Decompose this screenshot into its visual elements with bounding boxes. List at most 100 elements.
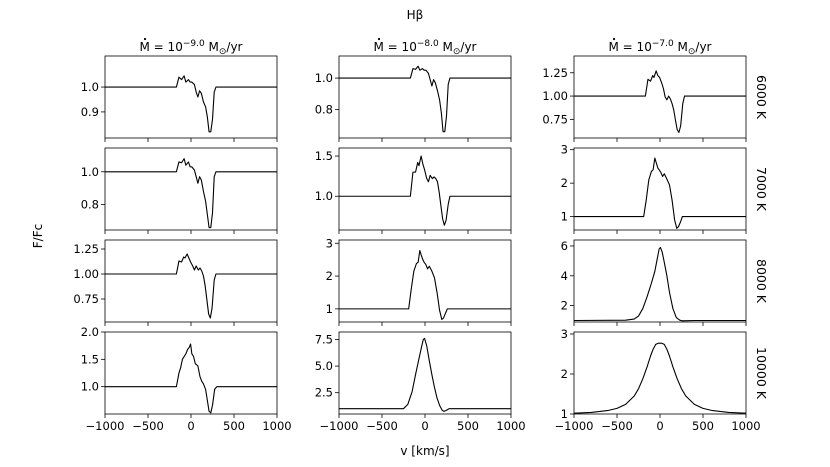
y-tick-label-r2c2: 1.5 — [315, 149, 333, 163]
panel-frame-r1c1 — [104, 55, 278, 139]
column-title-1-msun: M — [205, 40, 219, 54]
column-title-3-unit: /yr — [695, 40, 711, 54]
column-title-2-sun-symbol: ⊙ — [453, 47, 461, 57]
x-tick-label-r4c1: −500 — [132, 419, 164, 433]
y-tick-label-r3c2: 3 — [326, 236, 333, 250]
series-line-r1c1 — [105, 75, 277, 133]
x-tick-label-r4c1: 0 — [187, 419, 194, 433]
series-line-r3c1 — [105, 253, 277, 319]
y-tick-label-r2c3: 3 — [561, 143, 568, 157]
x-tick-label-r4c2: 1000 — [496, 419, 525, 433]
column-title-2-exponent: −8.0 — [417, 39, 439, 49]
x-tick-label-r4c3: 0 — [656, 419, 663, 433]
y-tick-label-r4c2: 7.5 — [315, 332, 333, 346]
column-title-1: M = 10−9.0 M⊙/yr — [140, 39, 243, 57]
series-line-r4c1 — [105, 343, 277, 414]
panel-frame-r2c1 — [104, 147, 278, 231]
y-tick-label-r1c3: 1.25 — [542, 66, 568, 80]
series-line-r1c2 — [339, 65, 511, 133]
column-title-1-unit: /yr — [226, 40, 242, 54]
column-title-1-prefix: M = 10 — [140, 40, 183, 54]
y-tick-label-r3c2: 1 — [326, 302, 333, 316]
y-tick-label-r2c2: 1.0 — [315, 189, 333, 203]
series-line-r4c3 — [573, 342, 747, 414]
y-tick-label-r2c3: 2 — [561, 176, 568, 190]
y-tick-label-r4c3: 2 — [561, 367, 568, 381]
series-line-r2c3 — [574, 157, 746, 229]
panel-frame-r2c3 — [573, 147, 747, 231]
mdot-dot-1 — [143, 37, 147, 41]
y-tick-label-r3c3: 4 — [561, 269, 568, 283]
x-tick-label-r4c1: −1000 — [86, 419, 125, 433]
x-tick-label-r4c2: 500 — [457, 419, 479, 433]
y-tick-label-r1c3: 0.75 — [542, 112, 568, 126]
x-tick-label-r4c3: −500 — [601, 419, 633, 433]
x-tick-label-r4c3: 1000 — [731, 419, 760, 433]
y-axis-label: F/Fc — [31, 224, 45, 248]
y-tick-label-r1c1: 0.9 — [81, 105, 99, 119]
series-line-r2c2 — [339, 155, 511, 226]
x-tick-label-r4c3: −1000 — [555, 419, 594, 433]
column-title-3: M = 10−7.0 M⊙/yr — [609, 39, 712, 57]
row-label-3: 8000 K — [754, 259, 769, 304]
series-line-r4c2 — [339, 337, 511, 412]
column-title-2-prefix: M = 10 — [374, 40, 417, 54]
y-tick-label-r4c1: 2.0 — [81, 325, 99, 339]
x-tick-label-r4c2: −500 — [366, 419, 398, 433]
y-tick-label-r2c1: 0.8 — [81, 198, 99, 212]
x-tick-label-r4c2: 0 — [421, 419, 428, 433]
y-tick-label-r4c1: 1.0 — [81, 380, 99, 394]
panels-group: 0.91.00.81.00.751.001.250.81.01.01.51230… — [73, 37, 769, 433]
column-title-3-msun: M — [674, 40, 688, 54]
y-tick-label-r4c1: 1.5 — [81, 352, 99, 366]
y-tick-label-r1c3: 1.00 — [542, 89, 568, 103]
y-tick-label-r3c1: 1.00 — [73, 267, 99, 281]
mdot-dot-2 — [377, 37, 381, 41]
y-tick-label-r4c2: 5.0 — [315, 359, 333, 373]
x-tick-label-r4c3: 500 — [692, 419, 714, 433]
row-label-4: 10000 K — [754, 347, 769, 400]
column-title-2-msun: M — [439, 40, 453, 54]
x-axis-label: v [km/s] — [400, 444, 449, 458]
y-tick-label-r4c2: 2.5 — [315, 386, 333, 400]
column-title-1-sun-symbol: ⊙ — [219, 47, 227, 57]
column-title-3-prefix: M = 10 — [609, 40, 652, 54]
y-tick-label-r3c3: 6 — [561, 239, 568, 253]
panel-frame-r2c2 — [338, 147, 512, 231]
y-tick-label-r1c1: 1.0 — [81, 80, 99, 94]
series-line-r3c3 — [573, 246, 746, 322]
column-title-2-unit: /yr — [460, 40, 476, 54]
x-tick-label-r4c1: 500 — [223, 419, 245, 433]
y-tick-label-r4c3: 3 — [561, 327, 568, 341]
y-tick-label-r2c3: 1 — [561, 210, 568, 224]
x-tick-label-r4c1: 1000 — [262, 419, 291, 433]
panel-frame-r3c1 — [104, 239, 278, 323]
panel-frame-r1c2 — [338, 55, 512, 139]
chart-title: Hβ — [407, 8, 424, 22]
panel-frame-r4c2 — [338, 331, 512, 415]
panel-frame-r1c3 — [573, 55, 747, 139]
column-title-1-exponent: −9.0 — [183, 39, 205, 49]
mdot-dot-3 — [612, 37, 616, 41]
column-title-2: M = 10−8.0 M⊙/yr — [374, 39, 477, 57]
y-tick-label-r2c1: 1.0 — [81, 165, 99, 179]
column-title-3-exponent: −7.0 — [652, 39, 674, 49]
y-tick-label-r3c1: 0.75 — [73, 292, 99, 306]
panel-frame-r4c3 — [573, 331, 747, 415]
panel-frame-r3c2 — [338, 239, 512, 323]
y-tick-label-r3c1: 1.25 — [73, 242, 99, 256]
panel-frame-r3c3 — [573, 239, 747, 323]
row-label-2: 7000 K — [754, 167, 769, 212]
y-tick-label-r3c3: 2 — [561, 299, 568, 313]
y-tick-label-r3c2: 2 — [326, 269, 333, 283]
row-label-1: 6000 K — [754, 75, 769, 120]
y-tick-label-r1c2: 0.8 — [315, 103, 333, 117]
series-line-r3c2 — [339, 249, 511, 320]
series-line-r2c1 — [105, 158, 277, 229]
y-tick-label-r4c3: 1 — [561, 407, 568, 421]
y-tick-label-r1c2: 1.0 — [315, 71, 333, 85]
x-tick-label-r4c2: −1000 — [320, 419, 359, 433]
column-title-3-sun-symbol: ⊙ — [688, 47, 696, 57]
series-line-r1c3 — [574, 70, 746, 133]
